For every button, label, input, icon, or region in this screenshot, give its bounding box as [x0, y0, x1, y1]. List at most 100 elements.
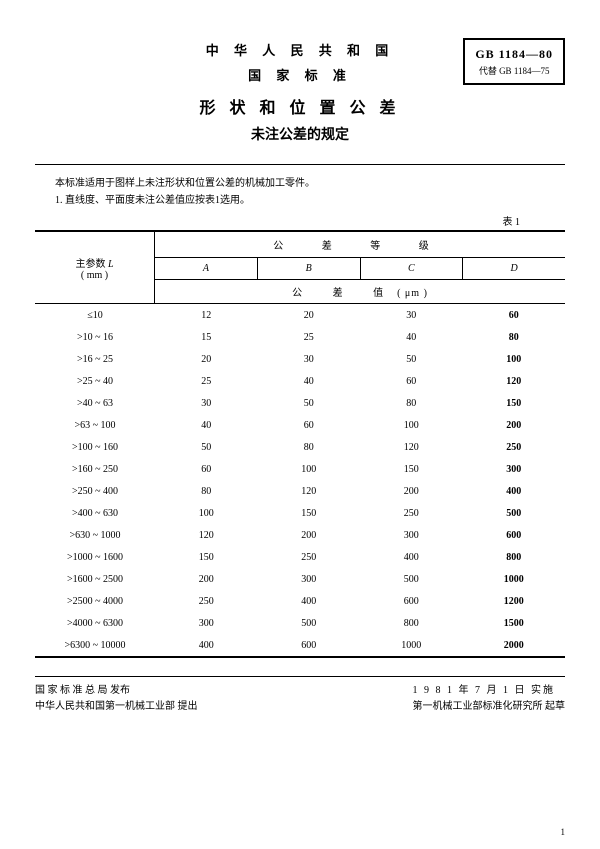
value-cell: 80: [360, 398, 463, 409]
value-cell: 500: [258, 618, 361, 629]
value-cell: 80: [258, 442, 361, 453]
value-cell: 30: [360, 310, 463, 321]
table-label: 表 1: [35, 213, 565, 228]
table-row: >1600 ~ 25002003005001000: [35, 568, 565, 590]
value-cell: 500: [360, 574, 463, 585]
value-cell: 400: [258, 596, 361, 607]
table-header-param: 主参数 L ( mm ): [35, 232, 155, 303]
value-cell: 100: [155, 508, 258, 519]
table-header-row: 主参数 L ( mm ) 公 差 等 级 A B C D 公 差 值( μm ): [35, 232, 565, 304]
range-cell: >100 ~ 160: [35, 442, 155, 453]
sub-title: 未注公差的规定: [35, 124, 565, 144]
range-cell: ≤10: [35, 310, 155, 321]
table-row: >40 ~ 63305080150: [35, 392, 565, 414]
value-cell: 100: [463, 354, 566, 365]
value-cell: 400: [360, 552, 463, 563]
value-cell: 800: [360, 618, 463, 629]
col-header-d: D: [463, 258, 565, 279]
value-cell: 40: [360, 332, 463, 343]
value-cell: 1500: [463, 618, 566, 629]
standard-number: GB 1184—80: [475, 46, 553, 63]
value-cell: 25: [258, 332, 361, 343]
unit-paren: ( μm ): [397, 288, 428, 299]
footer-publisher: 国 家 标 准 总 局 发布: [35, 683, 198, 699]
table-row: >10 ~ 1615254080: [35, 326, 565, 348]
range-cell: >400 ~ 630: [35, 508, 155, 519]
col-header-b: B: [258, 258, 361, 279]
value-cell: 150: [463, 398, 566, 409]
value-cell: 200: [463, 420, 566, 431]
range-cell: >250 ~ 400: [35, 486, 155, 497]
value-cell: 800: [463, 552, 566, 563]
range-cell: >40 ~ 63: [35, 398, 155, 409]
standard-number-box: GB 1184—80 代替 GB 1184—75: [463, 38, 565, 85]
value-cell: 1000: [360, 640, 463, 651]
value-cell: 50: [360, 354, 463, 365]
value-cell: 1000: [463, 574, 566, 585]
table-row: >25 ~ 40254060120: [35, 370, 565, 392]
value-cell: 1200: [463, 596, 566, 607]
value-cell: 20: [258, 310, 361, 321]
value-cell: 500: [463, 508, 566, 519]
value-cell: 80: [155, 486, 258, 497]
value-cell: 80: [463, 332, 566, 343]
table-row: >630 ~ 1000120200300600: [35, 524, 565, 546]
value-unit-label: 公 差 值( μm ): [155, 280, 565, 303]
value-cell: 200: [258, 530, 361, 541]
value-cell: 40: [155, 420, 258, 431]
grade-label: 公 差 等 级: [155, 232, 565, 258]
table-row: >6300 ~ 1000040060010002000: [35, 634, 565, 656]
table-row: ≤1012203060: [35, 304, 565, 326]
page-number: 1: [561, 827, 566, 837]
range-cell: >1000 ~ 1600: [35, 552, 155, 563]
value-cell: 300: [463, 464, 566, 475]
value-cell: 250: [463, 442, 566, 453]
value-cell: 60: [258, 420, 361, 431]
value-cell: 12: [155, 310, 258, 321]
table-row: >63 ~ 1004060100200: [35, 414, 565, 436]
value-cell: 100: [360, 420, 463, 431]
value-cell: 50: [155, 442, 258, 453]
value-cell: 400: [155, 640, 258, 651]
range-cell: >1600 ~ 2500: [35, 574, 155, 585]
value-cell: 120: [155, 530, 258, 541]
footer-date: 1 9 8 1 年 7 月 1 日 实施: [413, 683, 566, 699]
value-cell: 15: [155, 332, 258, 343]
value-cell: 300: [258, 574, 361, 585]
value-cell: 600: [360, 596, 463, 607]
value-cell: 60: [463, 310, 566, 321]
value-cell: 120: [360, 442, 463, 453]
value-cell: 250: [258, 552, 361, 563]
value-cell: 120: [463, 376, 566, 387]
document-header: 中 华 人 民 共 和 国 国 家 标 准 形 状 和 位 置 公 差 未注公差…: [35, 30, 565, 144]
value-cell: 2000: [463, 640, 566, 651]
intro-text: 本标准适用于图样上未注形状和位置公差的机械加工零件。 1. 直线度、平面度未注公…: [35, 164, 565, 209]
document-footer: 国 家 标 准 总 局 发布 中华人民共和国第一机械工业部 提出 1 9 8 1…: [35, 676, 565, 715]
unit-label-text: 公 差 值: [292, 288, 397, 299]
footer-right: 1 9 8 1 年 7 月 1 日 实施 第一机械工业部标准化研究所 起草: [413, 683, 566, 715]
value-cell: 60: [155, 464, 258, 475]
table-row: >1000 ~ 1600150250400800: [35, 546, 565, 568]
main-title: 形 状 和 位 置 公 差: [35, 94, 565, 118]
value-cell: 150: [155, 552, 258, 563]
footer-drafter: 第一机械工业部标准化研究所 起草: [413, 699, 566, 715]
col-header-c: C: [361, 258, 464, 279]
value-cell: 250: [155, 596, 258, 607]
range-cell: >16 ~ 25: [35, 354, 155, 365]
value-cell: 150: [360, 464, 463, 475]
value-cell: 400: [463, 486, 566, 497]
table-row: >250 ~ 40080120200400: [35, 480, 565, 502]
table-row: >400 ~ 630100150250500: [35, 502, 565, 524]
value-cell: 300: [360, 530, 463, 541]
value-cell: 300: [155, 618, 258, 629]
range-cell: >63 ~ 100: [35, 420, 155, 431]
value-cell: 150: [258, 508, 361, 519]
intro-line-1: 本标准适用于图样上未注形状和位置公差的机械加工零件。: [35, 175, 565, 192]
col-header-a: A: [155, 258, 258, 279]
range-cell: >2500 ~ 4000: [35, 596, 155, 607]
range-cell: >25 ~ 40: [35, 376, 155, 387]
table-row: >100 ~ 1605080120250: [35, 436, 565, 458]
table-body: ≤1012203060>10 ~ 1615254080>16 ~ 2520305…: [35, 304, 565, 656]
standard-replaces: 代替 GB 1184—75: [475, 65, 553, 78]
range-cell: >10 ~ 16: [35, 332, 155, 343]
